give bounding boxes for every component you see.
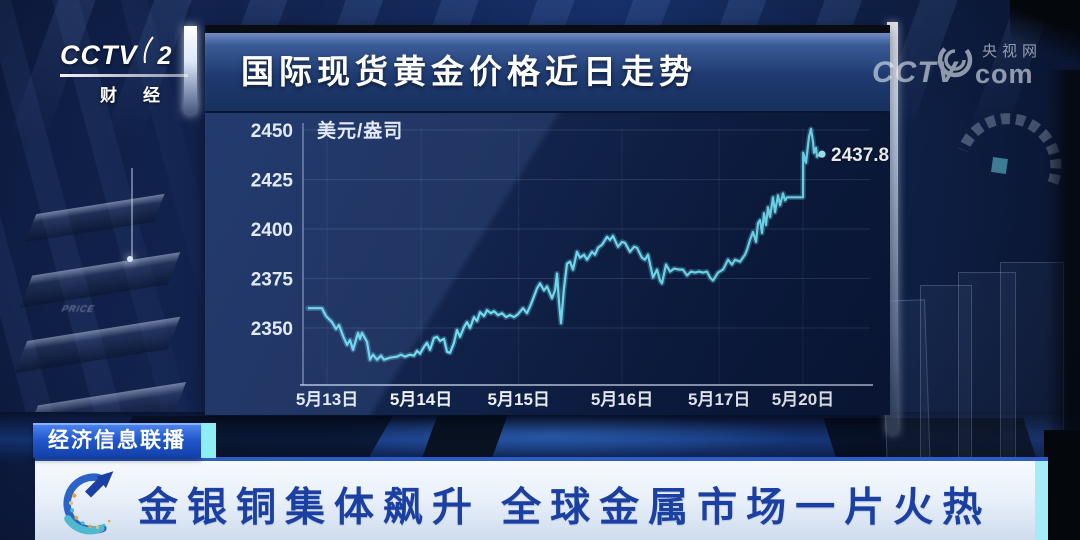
badge-cyan-accent [201, 423, 216, 458]
svg-text:5月16日: 5月16日 [591, 390, 653, 409]
cctv-logo-slash-icon [143, 36, 154, 64]
gold-price-line-chart: 5月13日 5月14日 5月15日 5月16日 5月17日 5月20日 2350 2375 24… [251, 119, 890, 409]
cctv2-channel-logo: CCTV 2 财经 [60, 36, 210, 106]
cctv-logo-text: CCTV [60, 40, 138, 70]
news-headline: 金银铜集体飙升 全球金属市场一片火热 [138, 484, 992, 529]
studio-light-bar [887, 22, 898, 434]
channel-number: 2 [157, 42, 172, 70]
watermark-domain: com [975, 59, 1034, 89]
watermark-brand-text: CCTV [872, 56, 958, 89]
studio-lamp-wire [131, 168, 133, 260]
cctv-com-watermark: CCTV 央视网 com [872, 38, 1080, 100]
headline-ticker-bar: 金银铜集体飙升 全球金属市场一片火热 [35, 457, 1048, 540]
chart-title-bar: 国际现货黄金价格近日走势 [205, 33, 890, 113]
studio-lamp [127, 256, 133, 262]
svg-text:2450: 2450 [251, 121, 293, 142]
svg-text:2350: 2350 [251, 319, 293, 340]
ticker-swoosh-arrow-icon [63, 471, 114, 535]
gold-price-chart-panel: 国际现货黄金价格近日走势 5月13日 5月14日 5月15日 5月16日 5月17日 5月… [205, 25, 890, 415]
studio-dark-corner-top-right [1010, 0, 1080, 80]
svg-text:5月13日: 5月13日 [296, 390, 358, 409]
ticker-cyan-accent [1035, 461, 1048, 540]
svg-text:2400: 2400 [251, 220, 293, 241]
logo-underline [60, 74, 188, 77]
channel-name: 财经 [100, 86, 186, 105]
chart-title: 国际现货黄金价格近日走势 [241, 53, 697, 90]
logo-light-bar [184, 26, 197, 114]
panel-top-strip [205, 25, 890, 33]
watermark-circle-icon [937, 42, 973, 78]
program-badge: 经济信息联播 [33, 423, 201, 458]
svg-text:5月20日: 5月20日 [772, 390, 834, 409]
svg-text:2425: 2425 [251, 171, 294, 192]
svg-text:5月14日: 5月14日 [390, 390, 452, 409]
watermark-site-name: 央视网 [982, 43, 1043, 60]
svg-text:2375: 2375 [251, 270, 294, 291]
svg-text:2437.80: 2437.80 [831, 145, 890, 166]
svg-text:美元/盎司: 美元/盎司 [317, 119, 403, 142]
studio-dark-corner-bottom-right [1044, 430, 1080, 540]
svg-text:5月15日: 5月15日 [488, 390, 550, 409]
svg-text:5月17日: 5月17日 [688, 390, 750, 409]
